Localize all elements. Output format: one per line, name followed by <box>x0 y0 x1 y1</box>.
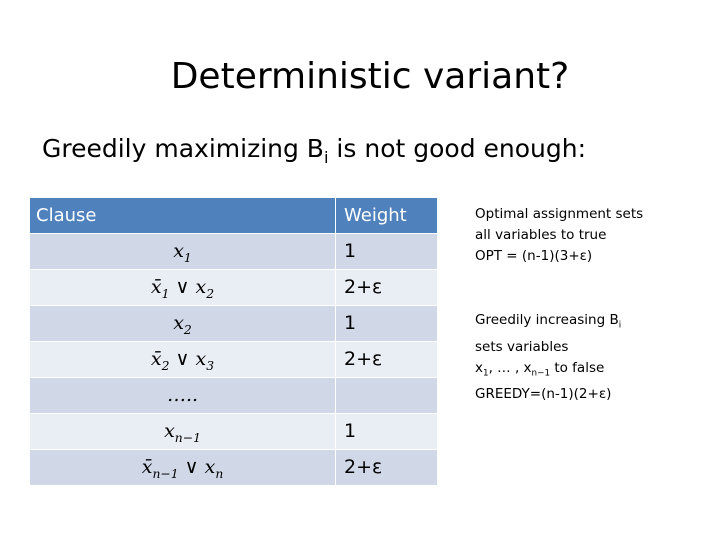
weight-cell: 2+ε <box>336 450 437 485</box>
table-row: x1 1 <box>30 234 437 269</box>
table-row: x2 1 <box>30 306 437 341</box>
text: Optimal assignment sets <box>475 206 644 222</box>
text: x <box>195 276 207 298</box>
text: GREEDY=(n-1)(2+ε) <box>475 386 612 403</box>
note-line: all variables to true <box>475 225 643 246</box>
text: x <box>204 456 216 478</box>
subscript: 1 <box>483 368 489 379</box>
text: Deterministic variant? <box>170 56 570 97</box>
subscript: 1 <box>183 250 192 265</box>
text: ∨ <box>169 348 196 370</box>
clause-cell: x̄1 ∨ x2 <box>30 270 335 305</box>
note: Greedily increasing Bi sets variables x1, … <box>475 310 621 405</box>
note: Optimal assignment sets all variables to … <box>475 204 643 267</box>
subscript: n <box>215 466 224 481</box>
clause-cell: x1 <box>30 234 335 269</box>
note-line: Greedily increasing Bi <box>475 310 621 337</box>
subscript: 3 <box>206 358 215 373</box>
text: x <box>173 312 184 334</box>
clause-cell: ….. <box>30 378 335 413</box>
text: ….. <box>166 384 199 406</box>
weight-cell <box>336 378 437 413</box>
subscript: 2 <box>161 358 170 373</box>
header-row: Clause Weight <box>30 198 437 233</box>
text: ∨ <box>169 276 196 298</box>
weight-cell: 2+ε <box>336 270 437 305</box>
table-row: ….. <box>30 378 437 413</box>
subscript: n−1 <box>531 368 551 379</box>
subscript: 1 <box>161 286 170 301</box>
text: Greedily increasing B <box>475 312 619 328</box>
subscript: i <box>323 148 329 167</box>
note-line: sets variables <box>475 337 621 358</box>
text: x <box>523 359 532 376</box>
clause-cell: x2 <box>30 306 335 341</box>
weight-cell: 1 <box>336 414 437 449</box>
subscript: n−1 <box>174 430 201 445</box>
text: x̄ <box>150 348 162 370</box>
note-line: Optimal assignment sets <box>475 204 643 225</box>
text: x̄ <box>150 276 162 298</box>
subscript: n−1 <box>152 466 179 481</box>
text: x <box>195 348 207 370</box>
text: all variables to true <box>475 227 607 243</box>
text: , … , <box>488 359 524 376</box>
header-cell: Weight <box>336 198 437 233</box>
note-line: x1, … , xn−1 to false <box>475 358 621 385</box>
text: ∨ <box>178 456 205 478</box>
text: x <box>164 420 175 442</box>
text: OPT = (n-1)(3+ε) <box>475 248 593 264</box>
table-row: x̄1 ∨ x2 2+ε <box>30 270 437 305</box>
weight-cell: 2+ε <box>336 342 437 377</box>
clause-cell: x̄2 ∨ x3 <box>30 342 335 377</box>
text: Greedily maximizing B <box>42 134 324 163</box>
slide-title: Deterministic variant? <box>0 56 720 97</box>
note-line: OPT = (n-1)(3+ε) <box>475 246 643 267</box>
table-row: x̄2 ∨ x3 2+ε <box>30 342 437 377</box>
subscript: 2 <box>183 322 192 337</box>
text: is not good enough: <box>328 134 587 163</box>
subscript: 2 <box>206 286 215 301</box>
table-row: xn−1 1 <box>30 414 437 449</box>
table-row: x̄n−1 ∨ xn 2+ε <box>30 450 437 485</box>
clause-cell: xn−1 <box>30 414 335 449</box>
note-line: GREEDY=(n-1)(2+ε) <box>475 384 621 405</box>
text: x̄ <box>141 456 153 478</box>
clause-cell: x̄n−1 ∨ xn <box>30 450 335 485</box>
header-cell: Clause <box>30 198 335 233</box>
weight-cell: 1 <box>336 306 437 341</box>
subscript: i <box>618 320 622 331</box>
text: x <box>475 359 483 376</box>
subtitle: Greedily maximizing Bi is not good enoug… <box>42 134 586 167</box>
text: x <box>173 240 184 262</box>
text: sets variables <box>475 338 569 355</box>
text: to false <box>550 359 605 376</box>
weight-cell: 1 <box>336 234 437 269</box>
